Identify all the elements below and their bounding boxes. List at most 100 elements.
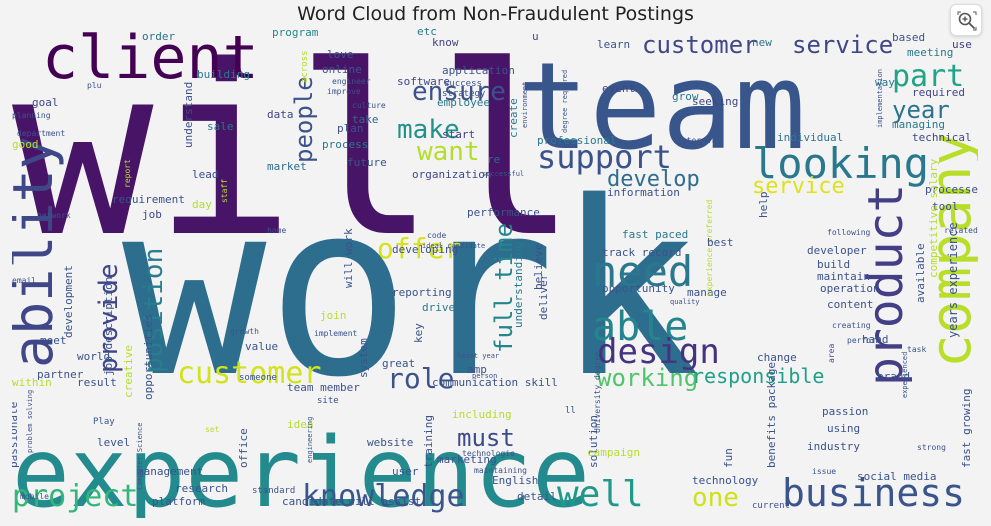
word-change-109: change — [757, 351, 797, 364]
word-building-43: building — [197, 68, 250, 81]
word-planning-157: planning — [12, 111, 51, 120]
word-perform-175: perform — [847, 336, 881, 345]
word-university-degree-200: University degree — [593, 351, 602, 433]
word-customer-13: customer — [642, 31, 758, 59]
word-technology-128: technology — [692, 474, 759, 487]
word-understanding-87: understanding — [512, 242, 525, 328]
word-understand-51: understand — [182, 82, 195, 148]
word-marketing-125: marketing — [437, 453, 497, 466]
word-learn-69: learn — [597, 38, 630, 51]
word-job-description-145: job description — [102, 277, 115, 376]
word-able-12: able — [592, 304, 688, 350]
word-order-40: order — [142, 30, 175, 43]
word-using-131: using — [827, 422, 860, 435]
word-training-139: training — [422, 415, 435, 468]
word-least-year-189: least year — [457, 352, 499, 360]
word-technologie-198: technologie — [462, 449, 515, 458]
word-related-173: related — [944, 226, 978, 235]
word-data-50: data — [267, 108, 294, 121]
word-plu-158: plu — [87, 81, 102, 90]
word-implement-185: implement — [314, 329, 358, 338]
word-creative-142: creative — [122, 345, 135, 398]
word-area-180: area — [827, 344, 836, 363]
word-track-record-86: track record — [602, 246, 681, 259]
word-quality-181: quality — [670, 298, 700, 306]
word-play-191: Play — [93, 417, 115, 427]
zoom-button[interactable] — [950, 4, 982, 36]
word-managing-62: managing — [892, 118, 945, 131]
word-build-94: build — [817, 258, 850, 271]
word-network-155: network — [37, 211, 71, 220]
word-grow-71: grow — [672, 90, 699, 103]
word-event-72: event — [602, 82, 635, 95]
word-part-15: part — [892, 59, 964, 94]
word-plan-47: plan — [337, 122, 364, 135]
word-position-23: position — [139, 248, 169, 373]
word-experienced-177: experienced — [901, 352, 909, 398]
word-passionate-143: passionate — [12, 402, 20, 468]
word-use-67: use — [952, 38, 972, 51]
word-within-116: within — [12, 376, 52, 389]
word-information-59: information — [607, 186, 680, 199]
word-client-5: client — [42, 28, 259, 93]
word-knowledge-19: knowledge — [302, 479, 465, 514]
word-report-159: report — [123, 159, 132, 188]
word-offer-32: offer — [377, 232, 461, 265]
word-ensure-26: ensure — [412, 77, 506, 107]
word-fast-paced-85: fast paced — [622, 228, 688, 241]
word-company-8: company — [919, 132, 978, 368]
word-operation-96: operation — [820, 282, 880, 295]
word-team-member-148: team member — [287, 381, 360, 394]
word-user-124: user — [392, 465, 419, 478]
word-people-21: people — [290, 76, 318, 163]
word-manage-92: manage — [687, 286, 727, 299]
word-growth-186: growth — [230, 327, 259, 336]
word-requirement-81: requirement — [112, 193, 185, 206]
word-experience-4: experience — [12, 417, 590, 518]
word-maintain-95: maintain — [817, 270, 870, 283]
word-system-105: system — [357, 338, 370, 378]
word-well-18: well — [557, 474, 644, 515]
word-success-165: success — [444, 79, 482, 89]
word-culture-163: culture — [352, 101, 386, 110]
word-etc-78: etc — [417, 28, 437, 38]
word-years-experience-38: years experience — [946, 222, 960, 338]
word-based-64: based — [892, 31, 925, 44]
word-communication-skill-137: communication skill — [432, 376, 558, 389]
word-amp-138: amp — [467, 363, 487, 376]
word-creating-174: creating — [832, 321, 871, 330]
word-create-73: create — [507, 98, 520, 138]
word-design-17: design — [597, 332, 720, 372]
word-service-14: service — [792, 31, 893, 59]
word-level-117: level — [97, 436, 130, 449]
word-value-104: value — [245, 340, 278, 353]
word-social-media-129: social media — [857, 470, 936, 483]
word-problem-solving-192: problem solving — [26, 390, 34, 453]
word-join-103: join — [320, 309, 347, 322]
word-application-74: application — [442, 64, 515, 77]
word-site-190: site — [317, 396, 339, 406]
word-sale-45: sale — [207, 120, 234, 133]
word-strategy-166: strategy — [442, 89, 486, 99]
word-meeting-65: meeting — [907, 46, 953, 59]
word-one-37: one — [692, 483, 739, 513]
word-mobile-154: mobile — [20, 492, 49, 501]
word-develop-30: develop — [607, 167, 700, 192]
word-fun-140: fun — [722, 448, 735, 468]
word-solution-108: solution — [587, 415, 600, 468]
word-hand-110: hand — [862, 333, 889, 346]
word-set-194: set — [205, 425, 220, 434]
word-strong-178: strong — [917, 443, 946, 452]
word-want-28: want — [417, 137, 480, 167]
word-engineer-161: engineer — [332, 77, 371, 86]
word-seeking-70: seeking — [692, 95, 738, 108]
word-platform-120: platform — [152, 495, 205, 508]
word-processe-99: processe — [925, 183, 978, 196]
word-maintaining-199: maintaining — [474, 466, 527, 475]
word-engineering-196: engineering — [306, 417, 314, 463]
word-support-16: support — [537, 138, 672, 176]
word-across-164: across — [300, 50, 310, 83]
word-current-149: current — [752, 501, 790, 511]
word-world-112: world — [77, 350, 110, 363]
